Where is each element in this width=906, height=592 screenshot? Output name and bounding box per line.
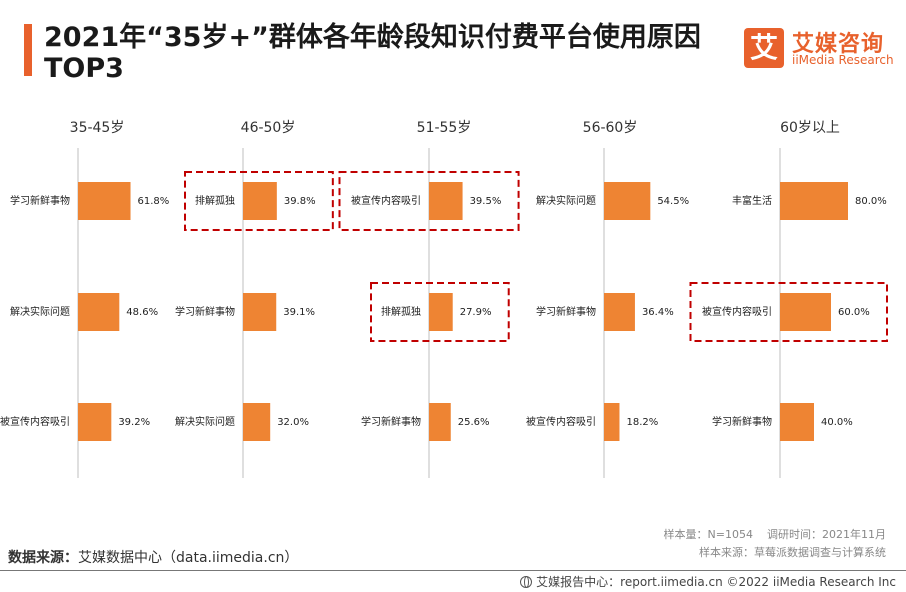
value-label: 61.8% — [138, 196, 170, 207]
category-label: 学习新鲜事物 — [10, 194, 70, 207]
sample-source: 样本来源：草莓派数据调查与计算系统 — [699, 546, 886, 559]
category-label: 学习新鲜事物 — [712, 415, 772, 428]
panel-title: 51-55岁 — [417, 120, 472, 136]
page-title: 2021年“35岁+”群体各年龄段知识付费平台使用原因TOP3 — [44, 22, 701, 84]
footer-bottom: 艾媒报告中心：report.iimedia.cn ©2022 iiMedia R… — [520, 573, 896, 590]
panel-title: 46-50岁 — [241, 120, 296, 136]
category-label: 排解孤独 — [195, 194, 235, 207]
value-label: 25.6% — [458, 417, 490, 428]
data-source-label: 数据来源： — [8, 550, 78, 566]
value-label: 80.0% — [855, 196, 887, 207]
value-label: 39.5% — [470, 196, 502, 207]
bar — [780, 293, 831, 331]
bar — [780, 403, 814, 441]
bar — [429, 403, 451, 441]
data-source-value: 艾媒数据中心（data.iimedia.cn） — [78, 550, 299, 566]
bar — [429, 293, 453, 331]
category-label: 被宣传内容吸引 — [526, 415, 596, 428]
bar — [78, 293, 120, 331]
bar — [604, 293, 635, 331]
category-label: 学习新鲜事物 — [175, 305, 235, 318]
bar — [604, 182, 651, 220]
category-label: 被宣传内容吸引 — [702, 305, 772, 318]
category-label: 解决实际问题 — [10, 305, 70, 318]
value-label: 27.9% — [460, 307, 492, 318]
value-label: 32.0% — [277, 417, 309, 428]
logo-mark-icon: 艾 — [744, 28, 784, 68]
category-label: 学习新鲜事物 — [361, 415, 421, 428]
footer-meta: 样本量：N=1054 调研时间：2021年11月 样本来源：草莓派数据调查与计算… — [664, 526, 886, 562]
category-label: 丰富生活 — [732, 194, 772, 207]
value-label: 18.2% — [626, 417, 658, 428]
value-label: 48.6% — [126, 307, 158, 318]
bar — [243, 182, 277, 220]
panel-title: 56-60岁 — [583, 120, 638, 136]
value-label: 39.2% — [118, 417, 150, 428]
bar — [604, 403, 620, 441]
panel-title: 60岁以上 — [780, 120, 840, 136]
category-label: 被宣传内容吸引 — [351, 194, 421, 207]
panel-title: 35-45岁 — [70, 120, 125, 136]
value-label: 39.1% — [283, 307, 315, 318]
highlight-box — [370, 282, 510, 342]
sample-size: 样本量：N=1054 — [663, 528, 753, 541]
bar — [429, 182, 463, 220]
highlight-box — [338, 171, 520, 231]
logo-name-en: iiMedia Research — [792, 53, 894, 67]
value-label: 36.4% — [642, 307, 674, 318]
category-label: 解决实际问题 — [175, 415, 235, 428]
highlight-box — [689, 282, 888, 342]
globe-icon — [520, 576, 533, 588]
highlight-box — [184, 171, 334, 231]
category-label: 学习新鲜事物 — [536, 305, 596, 318]
footer-bottom-text: 艾媒报告中心：report.iimedia.cn ©2022 iiMedia R… — [536, 575, 896, 589]
value-label: 60.0% — [838, 307, 870, 318]
bar — [780, 182, 848, 220]
value-label: 54.5% — [657, 196, 689, 207]
title-accent-bar — [24, 24, 32, 76]
bar — [78, 403, 112, 441]
footer-divider — [0, 570, 906, 571]
data-source: 数据来源：艾媒数据中心（data.iimedia.cn） — [8, 547, 298, 567]
bar — [243, 293, 277, 331]
logo-name-cn: 艾媒咨询 — [792, 32, 885, 57]
category-label: 排解孤独 — [381, 305, 421, 318]
brand-logo: 艾 艾媒咨询 iiMedia Research — [744, 26, 894, 72]
category-label: 被宣传内容吸引 — [0, 415, 70, 428]
bar — [78, 182, 131, 220]
survey-time: 调研时间：2021年11月 — [767, 528, 886, 541]
value-label: 39.8% — [284, 196, 316, 207]
bar — [243, 403, 271, 441]
category-label: 解决实际问题 — [536, 194, 596, 207]
value-label: 40.0% — [821, 417, 853, 428]
